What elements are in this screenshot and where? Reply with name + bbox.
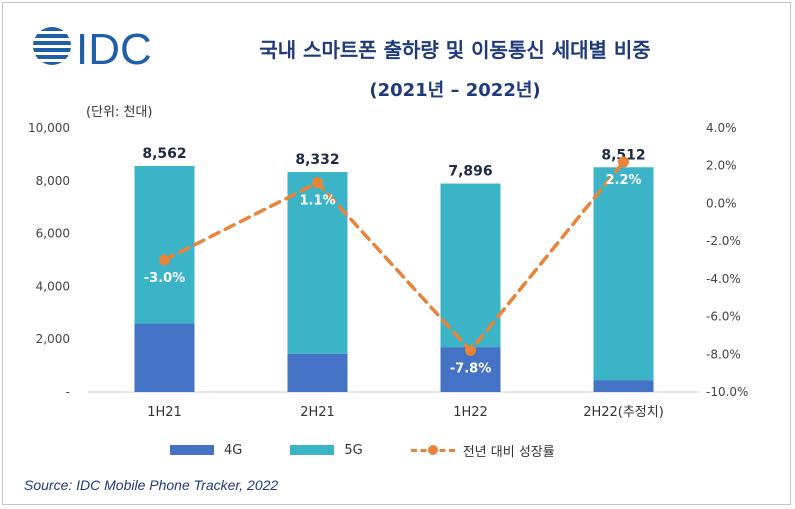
bar-total-label: 8,332 [295, 152, 339, 168]
legend-label-5g: 5G [344, 442, 363, 458]
x-tick-label: 2H21 [300, 405, 335, 420]
x-tick-label: 2H22(추정치) [583, 405, 664, 420]
bar-total-label: 7,896 [448, 164, 492, 180]
x-tick-label: 1H21 [147, 405, 182, 420]
growth-point-1 [312, 177, 323, 189]
bar-5g-1 [287, 172, 348, 354]
growth-data-label: -3.0% [144, 271, 185, 286]
y-left-tick-label: 4,000 [36, 279, 70, 293]
chart-subtitle: (2021년 – 2022년) [369, 80, 541, 101]
idc-logo: IDC [33, 25, 152, 72]
bar-4g-1 [287, 353, 348, 392]
y-right-tick-label: -6.0% [706, 310, 741, 324]
growth-data-label: 2.2% [605, 173, 641, 188]
growth-data-label: 1.1% [299, 194, 335, 209]
y-right-tick-label: -4.0% [706, 272, 741, 286]
growth-point-0 [159, 254, 170, 266]
legend-item-5g: 5G [290, 442, 363, 458]
y-left-tick-label: 6,000 [36, 227, 70, 241]
svg-text:IDC: IDC [76, 25, 152, 72]
legend-item-growth: 전년 대비 성장률 [410, 441, 555, 460]
y-left-tick-label: 8,000 [36, 174, 70, 188]
growth-point-2 [465, 345, 476, 357]
bar-5g-3 [593, 167, 654, 381]
y-right-tick-label: 2.0% [706, 159, 737, 173]
legend-line-growth [410, 444, 455, 456]
y-left-tick-label: 2,000 [36, 332, 70, 346]
legend-swatch-5g [290, 445, 335, 455]
growth-line [162, 160, 626, 354]
y-left-tick-label: - [66, 385, 70, 399]
legend-label-4g: 4G [224, 442, 243, 458]
growth-point-3 [618, 156, 629, 168]
legend-label-growth: 전년 대비 성장률 [462, 444, 555, 460]
bar-4g-3 [593, 380, 654, 392]
y-right-tick-label: -8.0% [706, 347, 741, 361]
bar-total-label: 8,512 [601, 147, 645, 163]
unit-label: (단위: 천대) [86, 105, 153, 120]
y-right-tick-label: 4.0% [706, 121, 737, 135]
chart-title: 국내 스마트폰 출하량 및 이동통신 세대별 비중 [259, 38, 651, 62]
legend-item-4g: 4G [170, 443, 242, 458]
bar-total-label: 8,562 [142, 146, 186, 162]
bar-5g-0 [134, 165, 195, 324]
y-right-tick-label: -10.0% [706, 385, 748, 399]
bar-5g-2 [440, 183, 501, 348]
legend-swatch-4g [170, 445, 214, 455]
x-tick-label: 1H22 [453, 405, 488, 420]
y-right-tick-label: 0.0% [706, 196, 737, 210]
growth-data-label: -7.8% [450, 362, 491, 377]
source-note: Source: IDC Mobile Phone Tracker, 2022 [24, 477, 279, 493]
bar-4g-0 [134, 323, 195, 392]
y-right-tick-label: -2.0% [706, 234, 741, 248]
chart-legend: 4G 5G 전년 대비 성장률 [170, 438, 603, 462]
y-left-tick-label: 10,000 [28, 121, 70, 135]
